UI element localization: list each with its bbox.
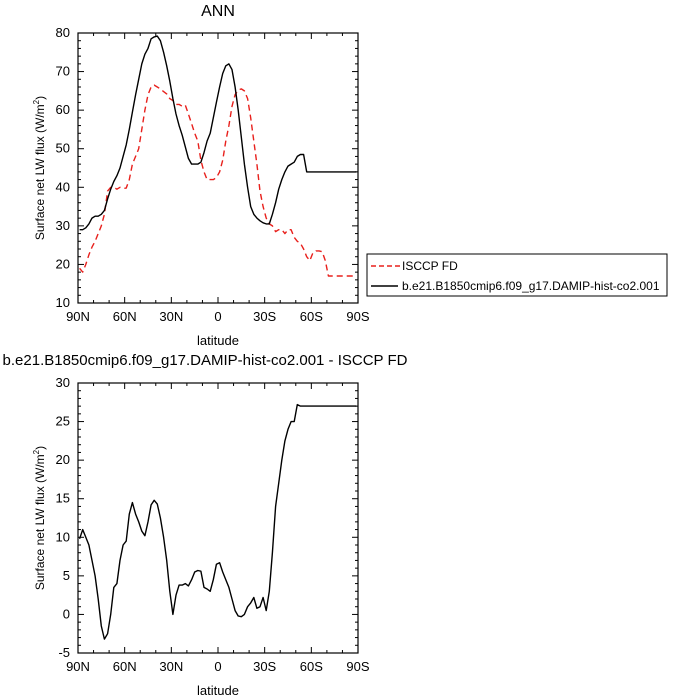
bottom-y-tick-label: 25 [56,414,70,429]
top-y-tick-label: 60 [56,102,70,117]
bottom-y-ticks: -5 0 5 10 15 20 25 30 [56,375,358,660]
top-y-tick-label: 70 [56,64,70,79]
top-panel: ANN 90N 60N 30N 0 30S 60S 90S 10 20 30 40 50 60 70 80… [32,3,370,348]
bottom-y-axis-label: Surface net LW flux (W/m2) [32,446,47,590]
top-x-tick-label: 60S [300,309,323,324]
legend: ISCCP FD b.e21.B1850cmip6.f09_g17.DAMIP-… [366,253,668,297]
bottom-y-tick-label: 15 [56,491,70,506]
bottom-x-tick-label: 90S [346,659,369,674]
top-y-tick-label: 10 [56,295,70,310]
top-y-axis-label: Surface net LW flux (W/m2) [32,96,47,240]
top-panel-title: ANN [201,3,235,20]
top-x-tick-label: 30N [159,309,183,324]
top-y-tick-label: 80 [56,25,70,40]
top-x-tick-label: 60N [113,309,137,324]
legend-label-model: b.e21.B1850cmip6.f09_g17.DAMIP-hist-co2.… [402,279,660,293]
top-y-tick-label: 50 [56,141,70,156]
bottom-plot-frame [77,382,359,654]
bottom-y-tick-label: 10 [56,529,70,544]
top-y-tick-label: 20 [56,256,70,271]
bottom-x-tick-label: 60S [300,659,323,674]
bottom-x-tick-label: 90N [66,659,90,674]
top-x-ticks: 90N 60N 30N 0 30S 60S 90S [66,33,370,324]
bottom-x-tick-label: 0 [214,659,221,674]
bottom-y-tick-label: 20 [56,452,70,467]
top-x-tick-label: 0 [214,309,221,324]
bottom-y-tick-label: 0 [63,606,70,621]
top-series [79,35,357,277]
bottom-y-tick-label: 5 [63,568,70,583]
bottom-panel: b.e21.B1850cmip6.f09_g17.DAMIP-hist-co2.… [3,352,408,698]
bottom-x-ticks: 90N 60N 30N 0 30S 60S 90S [66,383,370,674]
top-y-ticks: 10 20 30 40 50 60 70 80 [56,25,358,310]
top-series-line-1 [79,35,357,231]
bottom-panel-title: b.e21.B1850cmip6.f09_g17.DAMIP-hist-co2.… [3,352,408,369]
top-x-axis-label: latitude [197,333,239,348]
bottom-x-axis-label: latitude [197,683,239,698]
legend-label-isccp: ISCCP FD [402,259,458,273]
bottom-x-tick-label: 30S [253,659,276,674]
top-x-tick-label: 30S [253,309,276,324]
bottom-x-tick-label: 60N [113,659,137,674]
bottom-y-tick-label: -5 [58,645,70,660]
bottom-y-tick-label: 30 [56,375,70,390]
top-y-tick-label: 30 [56,218,70,233]
top-x-tick-label: 90N [66,309,90,324]
bottom-series-line-0 [78,403,357,640]
top-y-tick-label: 40 [56,179,70,194]
top-series-line-0 [79,84,357,277]
bottom-series [78,403,357,640]
bottom-x-tick-label: 30N [159,659,183,674]
legend-box [366,253,668,297]
top-x-tick-label: 90S [346,309,369,324]
